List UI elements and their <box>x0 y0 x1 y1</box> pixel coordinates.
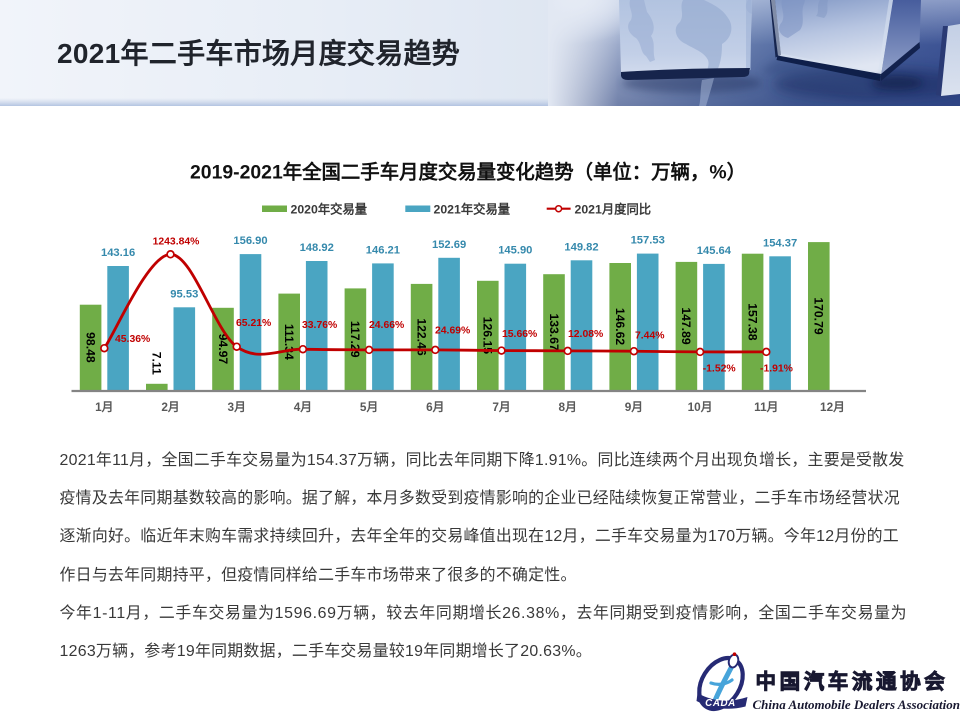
svg-text:126.15: 126.15 <box>481 317 495 354</box>
svg-text:8月: 8月 <box>559 400 577 414</box>
svg-text:China Automobile Dealers Assoc: China Automobile Dealers Association <box>753 697 960 712</box>
svg-text:2月: 2月 <box>161 400 179 414</box>
svg-text:152.69: 152.69 <box>432 239 466 251</box>
svg-text:143.16: 143.16 <box>101 247 135 259</box>
svg-text:12月: 12月 <box>820 400 845 414</box>
svg-text:146.62: 146.62 <box>613 308 627 345</box>
svg-text:12.08%: 12.08% <box>568 329 603 340</box>
svg-text:4月: 4月 <box>294 400 312 414</box>
svg-text:65.21%: 65.21% <box>236 318 271 329</box>
svg-text:7.44%: 7.44% <box>635 331 664 342</box>
svg-text:146.21: 146.21 <box>366 244 400 256</box>
svg-text:133.67: 133.67 <box>547 313 561 350</box>
svg-text:7.11: 7.11 <box>150 352 164 375</box>
svg-text:157.38: 157.38 <box>745 303 759 340</box>
svg-text:2020年交易量: 2020年交易量 <box>291 202 368 217</box>
svg-text:24.69%: 24.69% <box>435 325 470 336</box>
svg-text:-1.91%: -1.91% <box>760 364 793 375</box>
svg-text:-1.52%: -1.52% <box>703 364 736 375</box>
svg-text:2021年交易量: 2021年交易量 <box>434 202 511 217</box>
svg-text:95.53: 95.53 <box>170 288 198 300</box>
svg-text:2019-2021年全国二手车月度交易量变化趋势（单位：万辆: 2019-2021年全国二手车月度交易量变化趋势（单位：万辆，%） <box>190 160 746 183</box>
svg-text:1月: 1月 <box>95 400 113 414</box>
svg-text:170.79: 170.79 <box>812 297 826 334</box>
svg-text:1243.84%: 1243.84% <box>153 237 200 248</box>
svg-text:122.46: 122.46 <box>414 318 428 355</box>
svg-text:147.89: 147.89 <box>679 307 693 344</box>
svg-text:9月: 9月 <box>625 400 643 414</box>
svg-text:157.53: 157.53 <box>631 235 665 247</box>
svg-text:33.76%: 33.76% <box>302 320 337 331</box>
svg-text:11月: 11月 <box>754 400 778 414</box>
svg-text:94.97: 94.97 <box>216 334 230 365</box>
svg-text:10月: 10月 <box>688 400 713 414</box>
svg-text:148.92: 148.92 <box>300 242 334 254</box>
svg-text:117.29: 117.29 <box>348 321 362 358</box>
svg-text:156.90: 156.90 <box>233 235 267 247</box>
svg-text:5月: 5月 <box>360 400 378 414</box>
svg-text:24.66%: 24.66% <box>369 320 404 331</box>
svg-text:98.48: 98.48 <box>83 332 97 363</box>
svg-text:3月: 3月 <box>228 400 246 414</box>
svg-text:45.36%: 45.36% <box>115 334 150 345</box>
svg-text:145.90: 145.90 <box>498 245 532 257</box>
svg-text:154.37: 154.37 <box>763 237 797 249</box>
svg-text:6月: 6月 <box>426 400 444 414</box>
svg-text:111.34: 111.34 <box>282 324 296 360</box>
svg-text:中国汽车流通协会: 中国汽车流通协会 <box>756 670 949 694</box>
svg-text:CADA: CADA <box>705 698 736 709</box>
svg-text:149.82: 149.82 <box>564 241 598 253</box>
svg-text:7月: 7月 <box>492 400 510 414</box>
svg-text:145.64: 145.64 <box>697 245 732 257</box>
svg-text:15.66%: 15.66% <box>502 329 537 340</box>
svg-text:2021月度同比: 2021月度同比 <box>575 202 652 217</box>
